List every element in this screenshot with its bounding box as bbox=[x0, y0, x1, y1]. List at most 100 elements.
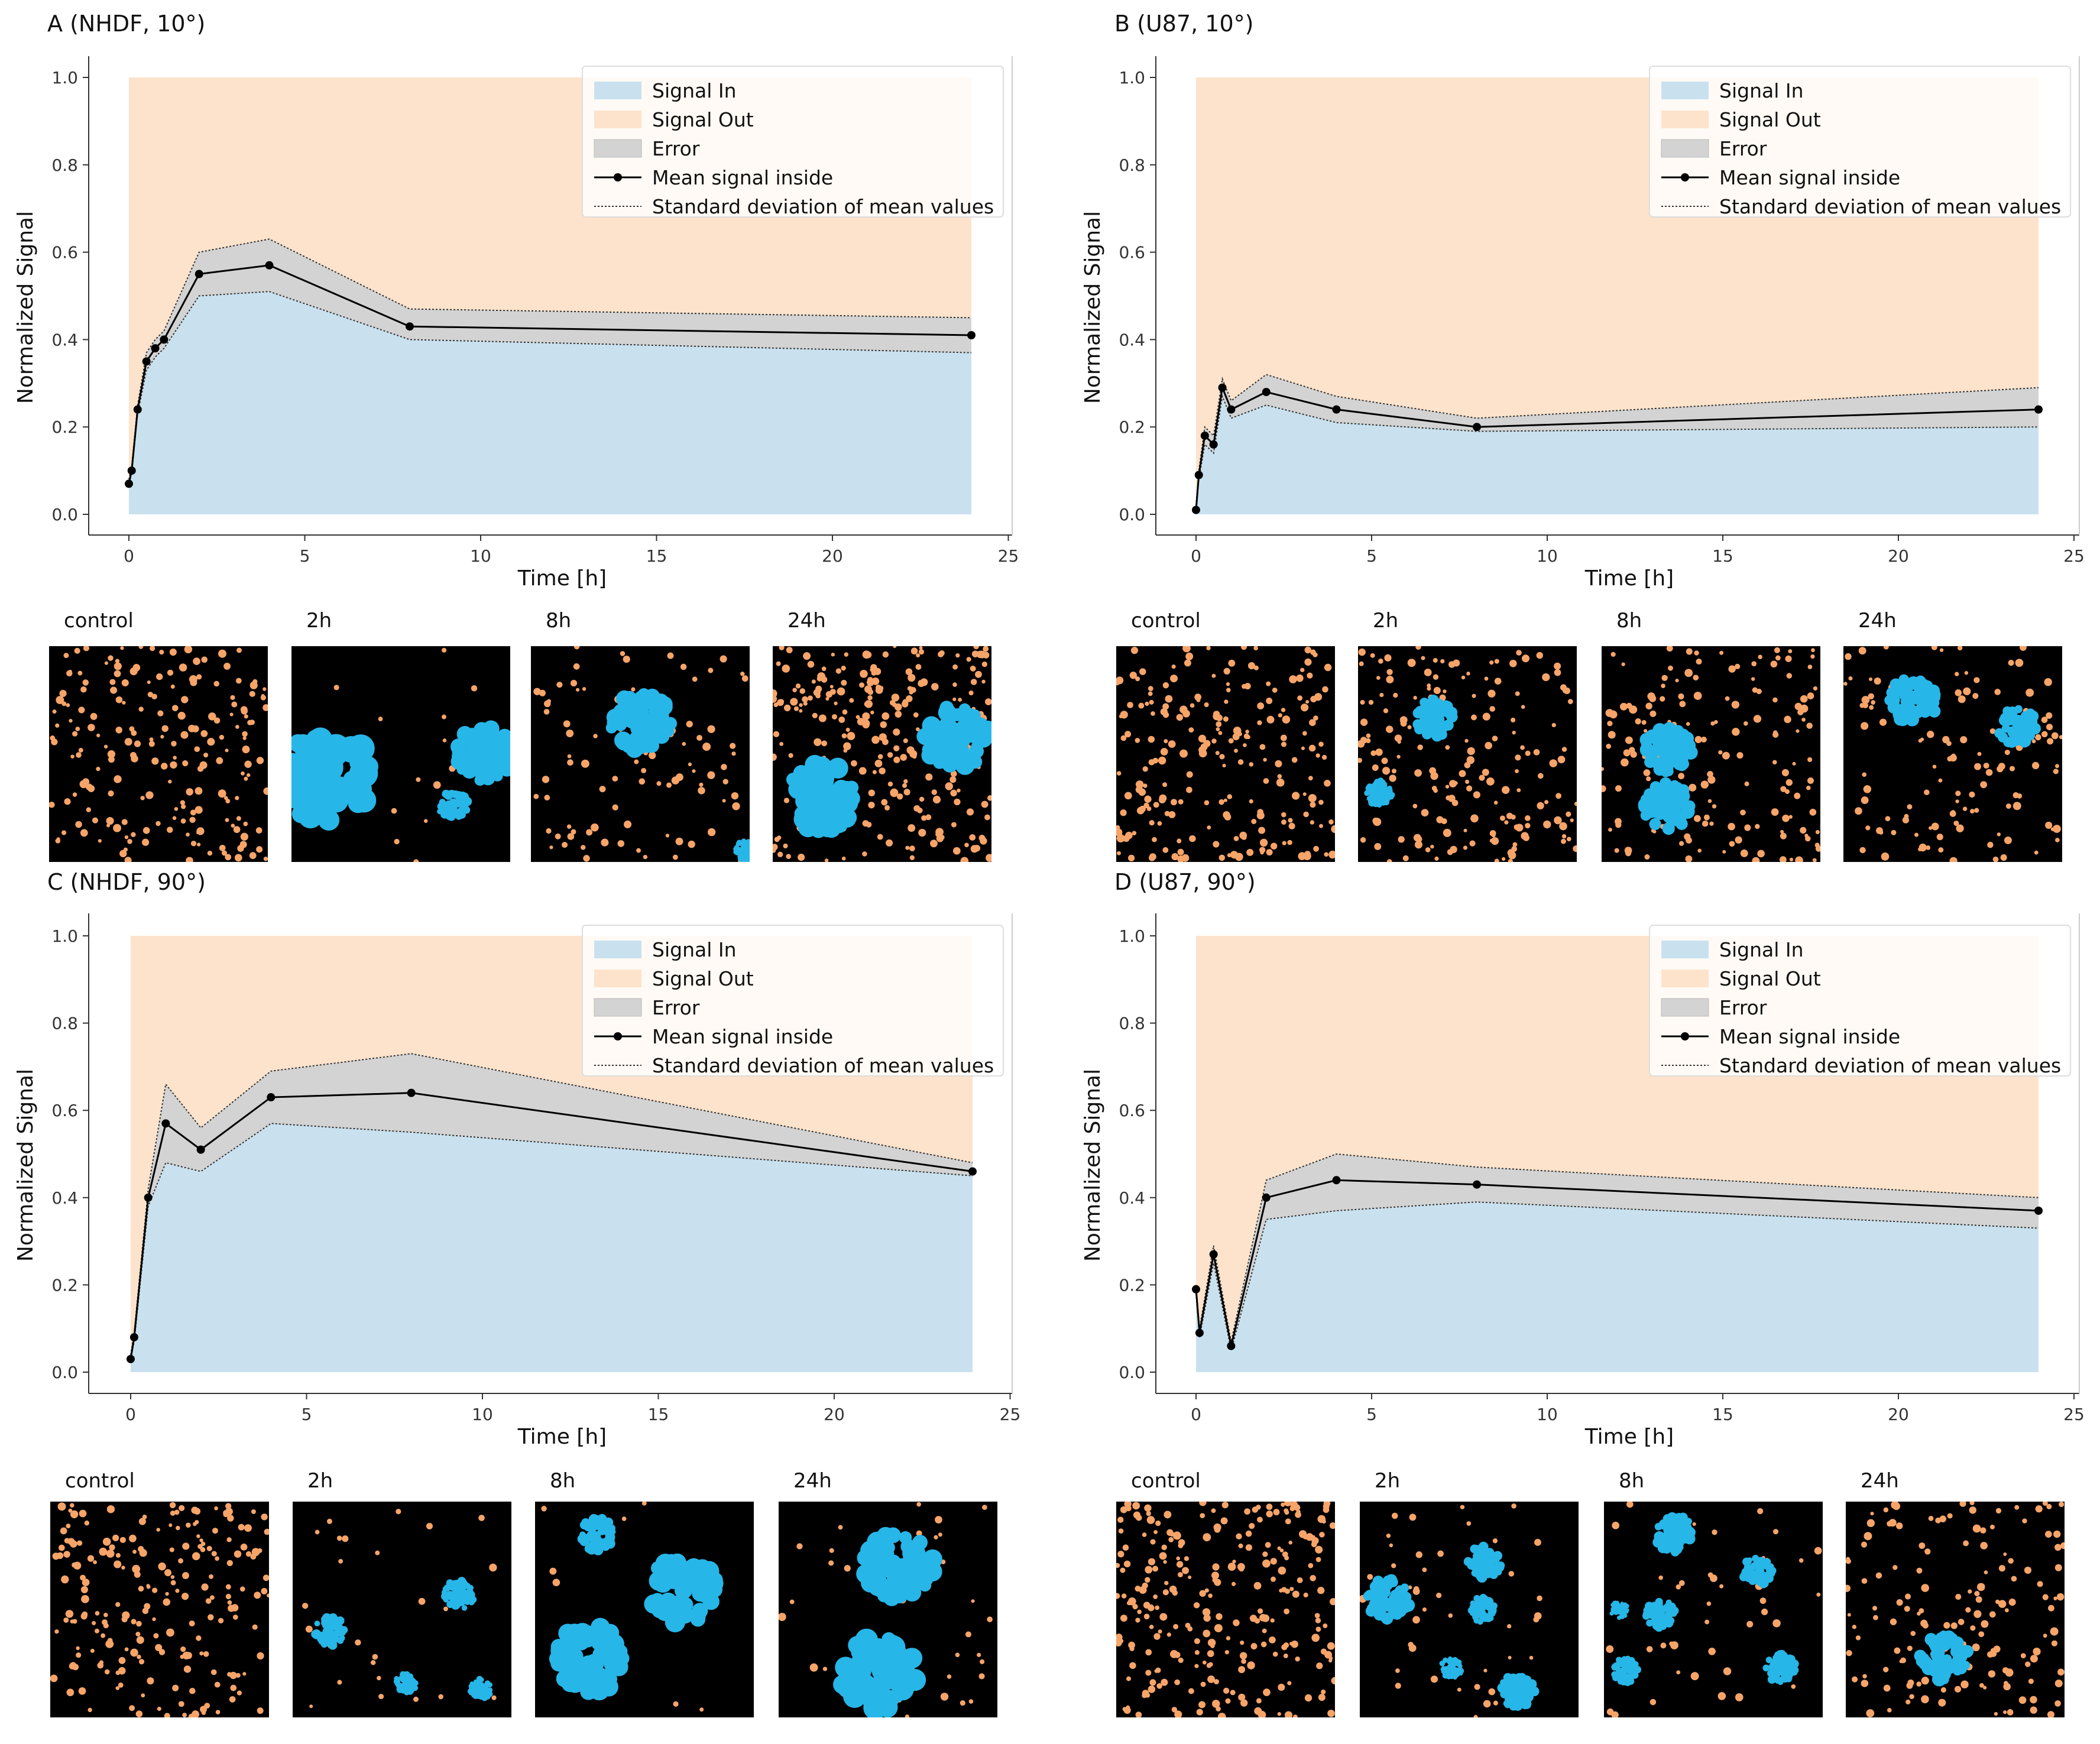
cell-dot bbox=[976, 650, 984, 659]
cell-dot bbox=[1918, 738, 1923, 743]
cell-dot bbox=[66, 1688, 74, 1697]
cell-cluster bbox=[1365, 785, 1373, 792]
cell-dot bbox=[370, 1659, 376, 1665]
cell-dot bbox=[442, 647, 447, 653]
cell-dot bbox=[707, 828, 716, 837]
cell-dot bbox=[1649, 710, 1657, 717]
cell-dot bbox=[114, 1560, 122, 1568]
x-tick-label: 20 bbox=[1888, 1405, 1909, 1424]
cell-dot bbox=[1142, 1693, 1148, 1698]
cell-dot bbox=[1804, 835, 1811, 842]
cell-dot bbox=[189, 816, 196, 824]
cell-dot bbox=[1963, 1540, 1969, 1547]
cell-dot bbox=[1861, 1578, 1868, 1584]
cell-dot bbox=[773, 689, 777, 698]
cell-cluster bbox=[605, 722, 617, 734]
mean-point bbox=[2034, 405, 2043, 414]
cell-dot bbox=[1466, 672, 1470, 676]
cell-cluster bbox=[1428, 695, 1439, 706]
cell-dot bbox=[1393, 692, 1398, 698]
cell-dot bbox=[984, 814, 990, 821]
cell-dot bbox=[1974, 808, 1979, 813]
cell-dot bbox=[1861, 796, 1869, 804]
cell-dot bbox=[1321, 1689, 1326, 1695]
mean-point bbox=[1262, 388, 1271, 397]
cell-dot bbox=[539, 689, 546, 696]
cell-dot bbox=[226, 1560, 233, 1567]
cell-cluster bbox=[1479, 1594, 1488, 1602]
cell-dot bbox=[63, 653, 69, 659]
mean-point bbox=[142, 357, 151, 366]
cell-dot bbox=[182, 1572, 189, 1580]
cell-dot bbox=[244, 1524, 252, 1532]
cell-dot bbox=[893, 646, 897, 649]
microscopy-thumbnail bbox=[1116, 646, 1335, 862]
cell-dot bbox=[1149, 699, 1154, 705]
cell-dot bbox=[686, 721, 693, 728]
y-tick-label: 0.6 bbox=[1119, 243, 1145, 262]
cell-dot bbox=[56, 837, 60, 841]
cell-dot bbox=[78, 706, 85, 714]
cell-cluster bbox=[330, 1632, 337, 1639]
cell-dot bbox=[1807, 777, 1814, 785]
cell-cluster bbox=[1674, 1519, 1684, 1529]
cell-dot bbox=[1985, 769, 1993, 776]
cell-dot bbox=[1379, 693, 1384, 698]
cell-dot bbox=[1395, 1683, 1401, 1689]
cell-dot bbox=[887, 781, 893, 787]
cell-dot bbox=[1116, 676, 1124, 685]
cell-dot bbox=[106, 816, 114, 825]
cell-dot bbox=[180, 731, 189, 739]
cell-dot bbox=[1184, 1556, 1190, 1561]
cell-dot bbox=[1807, 692, 1814, 699]
cell-cluster bbox=[939, 721, 954, 735]
cell-dot bbox=[1433, 657, 1438, 663]
cell-dot bbox=[2005, 803, 2011, 809]
y-tick-label: 0.6 bbox=[51, 243, 78, 262]
cell-dot bbox=[182, 760, 189, 767]
cell-cluster bbox=[1774, 1657, 1781, 1664]
cell-cluster bbox=[922, 742, 937, 757]
cell-dot bbox=[1883, 1667, 1889, 1672]
cell-dot bbox=[1172, 1531, 1181, 1540]
cell-dot bbox=[1412, 1616, 1420, 1624]
cell-dot bbox=[1309, 719, 1316, 727]
cell-dot bbox=[1780, 786, 1787, 792]
cell-cluster bbox=[335, 1625, 341, 1631]
cell-dot bbox=[377, 1675, 381, 1681]
cell-cluster bbox=[411, 1678, 416, 1684]
cell-cluster bbox=[1768, 1669, 1775, 1675]
microscopy-thumbnail bbox=[1604, 1502, 1823, 1717]
cell-dot bbox=[225, 1584, 231, 1590]
cell-dot bbox=[256, 846, 263, 853]
cell-dot bbox=[851, 760, 857, 767]
cell-dot bbox=[1845, 653, 1852, 660]
cell-dot bbox=[906, 695, 913, 702]
cell-dot bbox=[1204, 702, 1209, 708]
cell-cluster bbox=[1652, 723, 1667, 738]
mean-point bbox=[1200, 431, 1209, 440]
cell-dot bbox=[190, 727, 196, 732]
thumbnail-label: 24h bbox=[1861, 1469, 1899, 1493]
cell-dot bbox=[263, 787, 268, 795]
cell-dot bbox=[1328, 819, 1334, 825]
cell-dot bbox=[1241, 1658, 1246, 1664]
cell-dot bbox=[228, 1604, 235, 1612]
cell-dot bbox=[74, 647, 80, 654]
cell-cluster bbox=[737, 847, 743, 853]
cell-dot bbox=[1463, 828, 1467, 832]
cell-dot bbox=[1315, 1545, 1323, 1554]
cell-dot bbox=[1172, 1590, 1178, 1596]
cell-dot bbox=[960, 857, 969, 862]
cell-cluster bbox=[470, 1685, 475, 1690]
cell-dot bbox=[172, 816, 177, 821]
x-tick-label: 0 bbox=[1191, 1405, 1201, 1424]
cell-dot bbox=[849, 698, 854, 703]
mean-point bbox=[2034, 1206, 2043, 1215]
cell-dot bbox=[1162, 682, 1169, 689]
cell-dot bbox=[1761, 1608, 1768, 1616]
cell-dot bbox=[214, 1506, 218, 1510]
cell-dot bbox=[254, 1591, 261, 1599]
cell-dot bbox=[1394, 734, 1402, 742]
cell-dot bbox=[167, 669, 174, 676]
